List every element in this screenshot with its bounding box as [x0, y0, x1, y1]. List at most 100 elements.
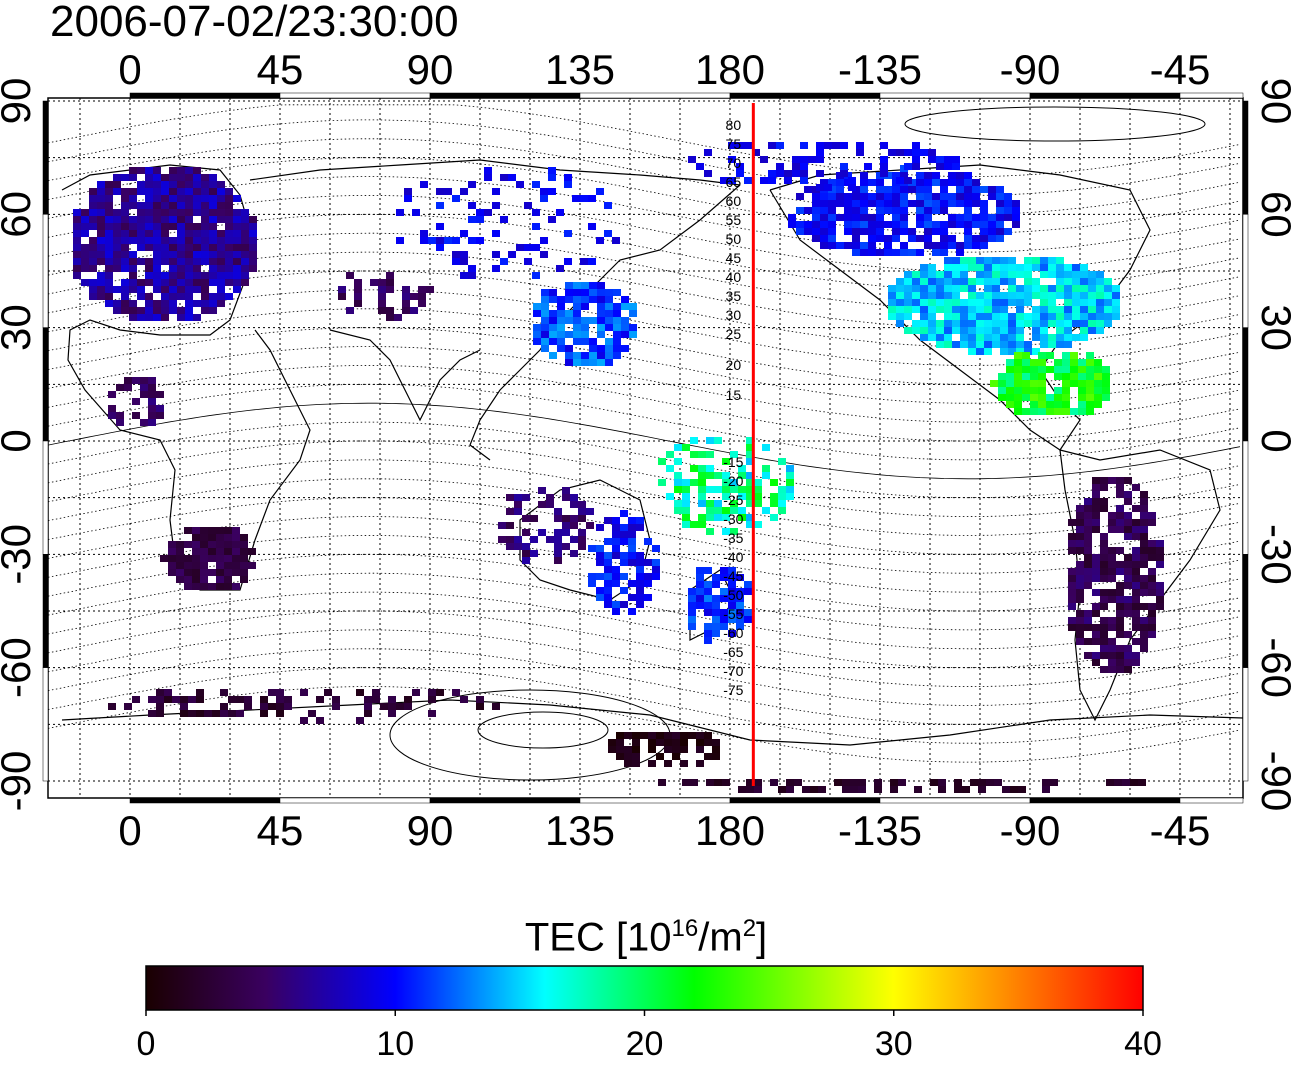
tec-pixel — [201, 195, 209, 202]
tec-pixel — [232, 548, 240, 555]
tec-pixel — [712, 616, 720, 623]
tec-pixel — [952, 163, 960, 170]
tec-pixel — [1132, 519, 1140, 526]
tec-pixel — [217, 279, 225, 286]
tec-pixel — [968, 320, 976, 327]
tec-pixel — [168, 555, 176, 562]
tec-pixel — [508, 251, 516, 258]
tec-pixel — [762, 472, 770, 479]
tec-pixel — [193, 181, 201, 188]
tec-pixel — [129, 216, 137, 223]
tec-pixel — [402, 307, 410, 314]
tec-pixel — [784, 177, 792, 184]
tec-pixel — [836, 186, 844, 193]
tec-pixel — [788, 214, 796, 221]
tec-pixel — [968, 257, 976, 264]
tec-pixel — [746, 493, 754, 500]
tec-pixel — [696, 746, 704, 753]
tec-pixel — [1116, 624, 1124, 631]
tec-pixel — [850, 786, 858, 793]
tec-pixel — [916, 235, 924, 242]
tec-pixel — [1088, 313, 1096, 320]
tec-pixel — [1100, 603, 1108, 610]
tec-pixel — [728, 177, 736, 184]
tec-pixel — [620, 573, 628, 580]
tec-pixel — [1064, 285, 1072, 292]
tec-pixel — [912, 271, 920, 278]
tec-pixel — [978, 786, 986, 793]
tec-pixel — [976, 257, 984, 264]
tec-pixel — [580, 258, 588, 265]
tec-pixel — [696, 567, 704, 574]
tec-pixel — [1078, 387, 1086, 394]
tec-pixel — [201, 251, 209, 258]
tec-pixel — [1014, 408, 1022, 415]
tec-pixel — [184, 583, 192, 590]
tec-pixel — [1100, 477, 1108, 484]
tec-pixel — [217, 209, 225, 216]
tec-pixel — [1084, 582, 1092, 589]
tec-pixel — [233, 279, 241, 286]
tec-pixel — [201, 300, 209, 307]
tec-pixel — [148, 412, 156, 419]
tec-pixel — [1072, 278, 1080, 285]
tec-pixel — [225, 258, 233, 265]
tec-pixel — [730, 528, 738, 535]
tec-pixel — [1094, 380, 1102, 387]
tec-pixel — [852, 249, 860, 256]
tec-pixel — [105, 244, 113, 251]
tec-pixel — [786, 472, 794, 479]
tec-pixel — [562, 522, 570, 529]
tec-pixel — [1108, 617, 1116, 624]
tec-pixel — [209, 230, 217, 237]
tec-pixel — [1092, 638, 1100, 645]
tec-pixel — [233, 209, 241, 216]
tec-pixel — [996, 193, 1004, 200]
tec-pixel — [844, 242, 852, 249]
tec-pixel — [506, 543, 514, 550]
tec-pixel — [597, 296, 605, 303]
tec-pixel — [249, 216, 257, 223]
tec-pixel — [920, 320, 928, 327]
tec-pixel — [1092, 498, 1100, 505]
tec-pixel — [89, 244, 97, 251]
tec-pixel — [754, 493, 762, 500]
tec-pixel — [332, 703, 340, 710]
tec-pixel — [876, 249, 884, 256]
tec-pixel — [944, 285, 952, 292]
tec-pixel — [812, 200, 820, 207]
tec-pixel — [260, 710, 268, 717]
tec-pixel — [800, 170, 808, 177]
tec-pixel — [936, 341, 944, 348]
tec-pixel — [842, 786, 850, 793]
tec-pixel — [960, 334, 968, 341]
tec-pixel — [970, 779, 978, 786]
tec-pixel — [912, 306, 920, 313]
tec-pixel — [936, 278, 944, 285]
tec-pixel — [674, 479, 682, 486]
tec-pixel — [1100, 484, 1108, 491]
tec-pixel — [73, 244, 81, 251]
tec-pixel — [1108, 652, 1116, 659]
tec-pixel — [1008, 348, 1016, 355]
tec-pixel — [1024, 313, 1032, 320]
tec-pixel — [185, 293, 193, 300]
mlat-label: 70 — [726, 155, 742, 171]
tec-pixel — [704, 588, 712, 595]
tec-pixel — [404, 696, 412, 703]
tec-pixel — [621, 296, 629, 303]
lat-tick-label-right: 60 — [1253, 191, 1292, 238]
tec-pixel — [1014, 352, 1022, 359]
tec-pixel — [938, 779, 946, 786]
tec-pixel — [604, 580, 612, 587]
tec-pixel — [573, 289, 581, 296]
tec-pixel — [728, 630, 736, 637]
tec-pixel — [89, 293, 97, 300]
tec-pixel — [492, 251, 500, 258]
tec-pixel — [968, 334, 976, 341]
tec-pixel — [868, 200, 876, 207]
tec-pixel — [896, 278, 904, 285]
tec-pixel — [1064, 327, 1072, 334]
tec-pixel — [153, 174, 161, 181]
tec-pixel — [169, 251, 177, 258]
